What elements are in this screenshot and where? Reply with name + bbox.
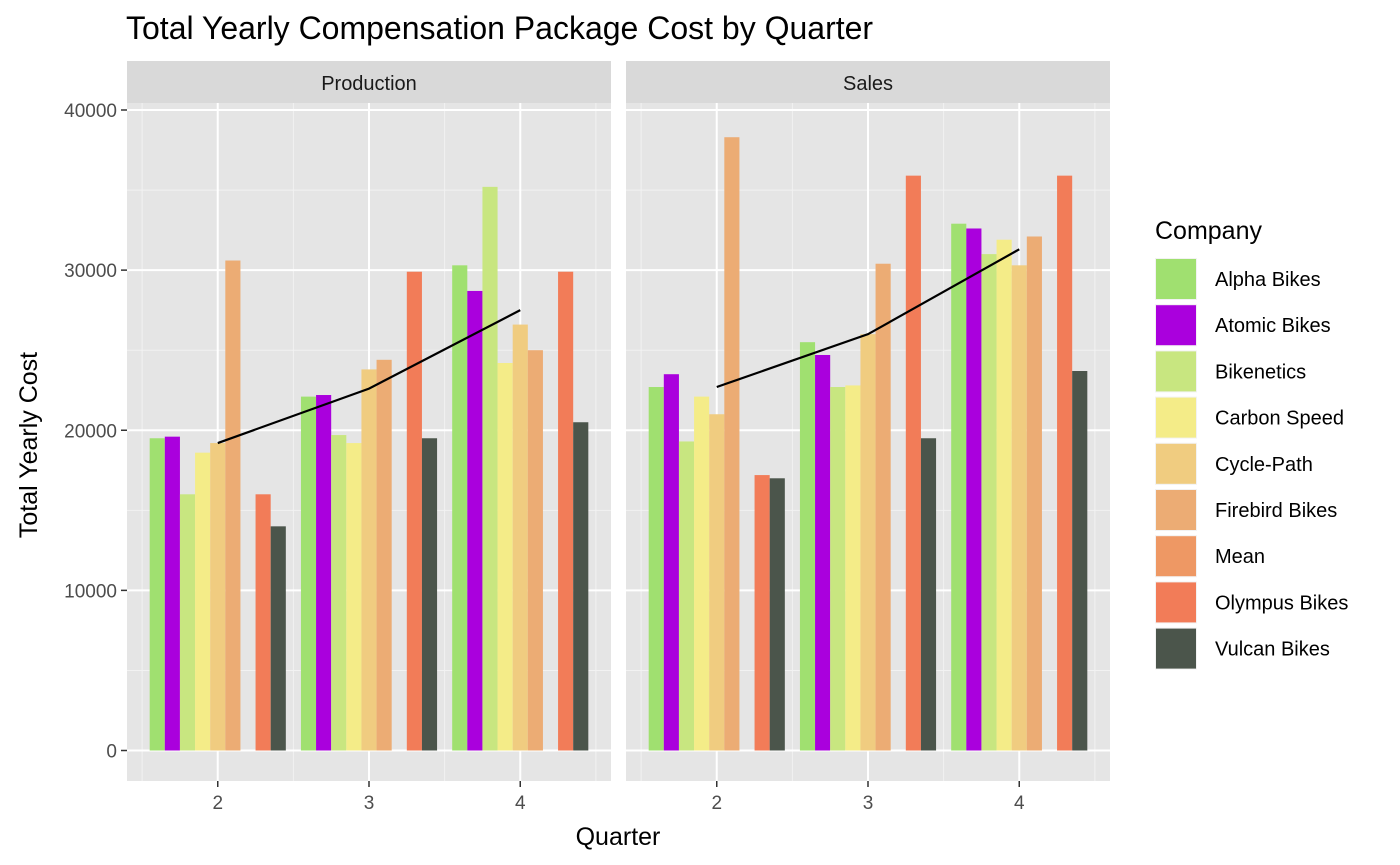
bar-carbon-speed xyxy=(694,396,710,751)
bar-olympus-bikes xyxy=(905,175,921,751)
legend-label: Mean xyxy=(1215,546,1265,568)
legend-label: Alpha Bikes xyxy=(1215,269,1321,291)
bar-alpha-bikes xyxy=(648,387,664,751)
bar-alpha-bikes xyxy=(799,342,816,751)
legend-key-mean xyxy=(1156,536,1196,577)
bar-cycle-path xyxy=(512,324,528,751)
bar-vulcan-bikes xyxy=(769,478,785,751)
bar-firebird-bikes xyxy=(376,359,392,751)
legend-key-olympus-bikes xyxy=(1156,582,1196,623)
bar-vulcan-bikes xyxy=(920,438,937,751)
bar-vulcan-bikes xyxy=(1072,371,1088,751)
panels: Production 2 3 4 0 10000 20000 30000 40000 Sales 2… xyxy=(64,61,1110,814)
bar-alpha-bikes xyxy=(149,438,165,751)
legend-label: Cycle-Path xyxy=(1215,454,1313,476)
legend-key-bikenetics xyxy=(1156,351,1196,392)
bar-cycle-path xyxy=(1011,265,1027,751)
bar-bikenetics xyxy=(678,441,695,751)
panel-production: Production 2 3 4 0 10000 20000 30000 40000 xyxy=(64,61,611,814)
legend: Company Alpha Bikes Atomic Bikes Bikenetic… xyxy=(1155,217,1348,670)
x-tick-label: 4 xyxy=(1014,793,1025,814)
bar-bikenetics xyxy=(331,435,347,751)
legend-label: Carbon Speed xyxy=(1215,408,1344,430)
mean-line xyxy=(217,309,521,445)
y-axis-title: Total Yearly Cost xyxy=(15,352,43,538)
bar-firebird-bikes xyxy=(225,260,241,751)
bar-cycle-path xyxy=(361,369,377,751)
bar-atomic-bikes xyxy=(316,395,332,751)
y-tick-label: 20000 xyxy=(64,421,117,442)
bar-olympus-bikes xyxy=(1057,175,1073,751)
bar-carbon-speed xyxy=(996,239,1012,751)
bar-atomic-bikes xyxy=(467,290,483,751)
facet-strip-label: Sales xyxy=(843,73,893,95)
x-tick-label: 2 xyxy=(212,793,223,814)
y-tick-label: 10000 xyxy=(64,581,117,602)
bar-firebird-bikes xyxy=(875,263,891,751)
panel-sales: Sales 2 3 4 xyxy=(626,61,1110,814)
bar-firebird-bikes xyxy=(1026,236,1042,751)
legend-key-vulcan-bikes xyxy=(1156,628,1196,669)
facet-strip-label: Production xyxy=(321,73,417,95)
legend-key-cycle-path xyxy=(1156,443,1196,484)
bar-vulcan-bikes xyxy=(270,526,286,751)
legend-label: Olympus Bikes xyxy=(1215,592,1348,614)
bar-cycle-path xyxy=(860,334,876,751)
bar-bikenetics xyxy=(482,186,498,751)
bar-olympus-bikes xyxy=(255,494,271,751)
bar-alpha-bikes xyxy=(452,265,468,751)
bar-cycle-path xyxy=(210,443,226,751)
bar-alpha-bikes xyxy=(951,223,967,751)
mean-line xyxy=(716,248,1020,389)
legend-key-atomic-bikes xyxy=(1156,305,1196,346)
legend-label: Vulcan Bikes xyxy=(1215,639,1330,661)
y-tick-label: 0 xyxy=(106,742,117,763)
chart-title: Total Yearly Compensation Package Cost b… xyxy=(126,10,873,46)
bar-atomic-bikes xyxy=(663,374,679,751)
legend-key-alpha-bikes xyxy=(1156,259,1196,299)
bar-olympus-bikes xyxy=(558,271,574,751)
bar-bikenetics xyxy=(830,387,846,751)
legend-key-carbon-speed xyxy=(1156,397,1196,438)
legend-label: Firebird Bikes xyxy=(1215,500,1337,522)
bar-bikenetics xyxy=(179,494,196,751)
bar-atomic-bikes xyxy=(164,436,180,751)
legend-label: Atomic Bikes xyxy=(1215,315,1331,337)
bar-atomic-bikes xyxy=(815,354,831,751)
bar-cycle-path xyxy=(709,414,725,751)
y-tick-label: 40000 xyxy=(64,101,117,122)
bar-alpha-bikes xyxy=(300,396,317,751)
x-tick-label: 4 xyxy=(515,793,526,814)
legend-title: Company xyxy=(1155,217,1262,245)
bar-bikenetics xyxy=(981,254,997,751)
y-tick-label: 30000 xyxy=(64,261,117,282)
facet-strip xyxy=(127,61,611,103)
legend-key-firebird-bikes xyxy=(1156,490,1196,530)
bar-firebird-bikes xyxy=(724,137,740,751)
bar-vulcan-bikes xyxy=(421,438,438,751)
x-tick-label: 3 xyxy=(364,793,375,814)
bar-olympus-bikes xyxy=(754,475,770,751)
bar-vulcan-bikes xyxy=(573,422,589,751)
bar-atomic-bikes xyxy=(966,228,982,751)
bar-carbon-speed xyxy=(497,363,513,751)
legend-label: Bikenetics xyxy=(1215,361,1306,383)
bar-carbon-speed xyxy=(845,385,861,751)
facet-strip xyxy=(626,61,1110,103)
bar-olympus-bikes xyxy=(406,271,422,751)
bar-carbon-speed xyxy=(195,452,211,751)
bar-firebird-bikes xyxy=(527,350,543,751)
x-tick-label: 2 xyxy=(711,793,722,814)
x-axis-title: Quarter xyxy=(576,823,661,851)
x-tick-label: 3 xyxy=(863,793,874,814)
bar-carbon-speed xyxy=(346,443,362,751)
